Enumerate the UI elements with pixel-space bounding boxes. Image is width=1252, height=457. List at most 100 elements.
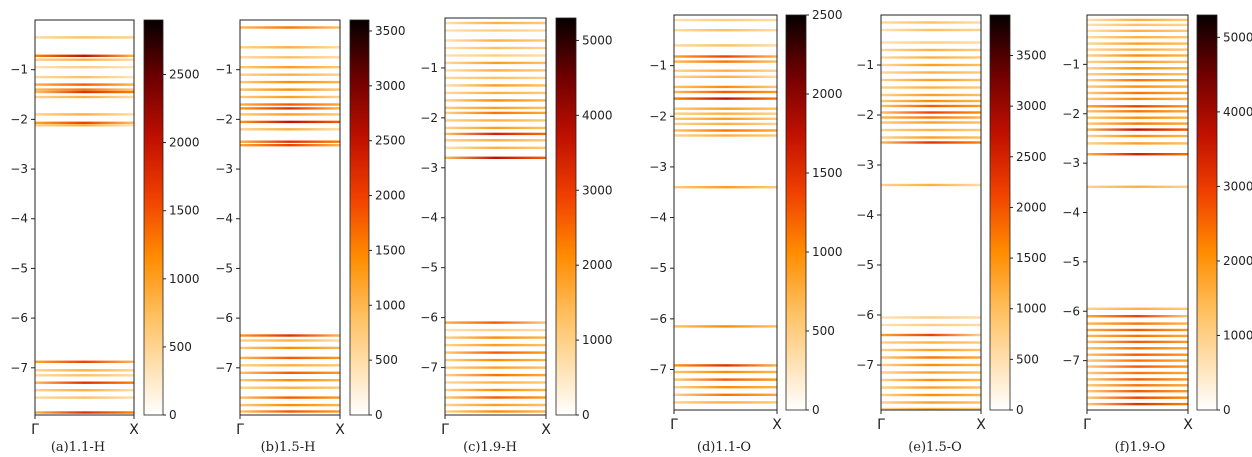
subplot-caption: (f)1.9-O: [1115, 440, 1166, 455]
colorbar: [785, 14, 807, 411]
subplot-caption: (d)1.1-O: [697, 440, 751, 455]
x-tick-label: X: [1183, 417, 1193, 433]
band: [674, 325, 777, 328]
colorbar-tick-label: 1000: [375, 298, 406, 312]
band: [1087, 48, 1188, 51]
y-tick-label: −6: [649, 312, 667, 326]
band: [35, 124, 134, 127]
band: [1087, 347, 1188, 350]
y-tick-label: −3: [649, 160, 667, 174]
band: [240, 80, 340, 84]
band: [35, 83, 134, 86]
y-tick-label: −3: [215, 162, 233, 176]
colorbar: [349, 19, 370, 416]
band: [445, 21, 546, 25]
colorbar-tick-label: 500: [375, 353, 398, 367]
band: [1087, 353, 1188, 356]
band: [445, 388, 546, 392]
colorbar-tick-label: 3000: [375, 79, 406, 93]
colorbar-tick-label: 4000: [582, 108, 613, 122]
band: [240, 103, 340, 106]
y-tick-label: −5: [1062, 255, 1080, 269]
band: [1087, 85, 1188, 88]
band: [1087, 359, 1188, 362]
band: [240, 386, 340, 389]
subplot-caption: (c)1.9-H: [463, 440, 517, 455]
band: [35, 396, 134, 399]
colorbar: [555, 17, 577, 416]
colorbar: [1196, 14, 1218, 411]
bands: [445, 21, 546, 413]
band: [881, 141, 981, 144]
band: [674, 129, 777, 132]
bands: [240, 26, 340, 413]
band: [35, 374, 134, 377]
band: [881, 371, 981, 374]
colorbar-tick-label: 2000: [1016, 200, 1047, 214]
band: [240, 356, 340, 360]
y-tick-label: −1: [856, 58, 874, 72]
colorbar-tick-label: 1500: [375, 243, 406, 257]
band: [881, 136, 981, 139]
colorbar-tick-label: 1000: [1016, 302, 1047, 316]
band: [1087, 36, 1188, 39]
band: [445, 61, 546, 65]
band: [881, 407, 981, 410]
colorbar-tick-label: 2000: [582, 258, 613, 272]
y-tick-label: −1: [10, 63, 28, 77]
band: [1087, 110, 1188, 113]
subplot-caption: (e)1.5-O: [908, 440, 962, 455]
band: [674, 370, 777, 374]
y-tick-label: −4: [1062, 206, 1080, 220]
y-tick-label: −7: [856, 358, 874, 372]
band: [445, 410, 546, 413]
band: [240, 73, 340, 76]
y-tick-label: −7: [215, 361, 233, 375]
x-tick-label: X: [772, 417, 782, 433]
subplot-4: −1 −2 −3 −4 −5 −6 −7 Γ X 0 500 1000 1500 2000 2500 (d)1…: [649, 8, 842, 455]
band: [445, 381, 546, 384]
colorbar-tick-label: 3500: [375, 24, 406, 38]
y-tick-label: −6: [10, 311, 28, 325]
colorbar-tick-label: 5000: [1223, 30, 1252, 44]
band: [35, 121, 134, 124]
band: [1087, 142, 1188, 145]
band: [881, 363, 981, 367]
band: [1087, 97, 1188, 101]
colorbar-tick-label: 2000: [812, 87, 843, 101]
colorbar-tick-label: 3000: [1016, 99, 1047, 113]
band: [35, 113, 134, 116]
subplot-1: −1 −2 −3 −4 −5 −6 −7 Γ X 0 500 1000 1500 2000 2500 (a)1…: [10, 19, 200, 455]
colorbar-tick-label: 0: [375, 408, 383, 422]
band: [881, 71, 981, 74]
band: [1087, 79, 1188, 82]
band: [35, 360, 134, 363]
colorbar-tick-label: 2000: [169, 136, 200, 150]
y-tick-label: −2: [10, 112, 28, 126]
plot-frame: [239, 19, 341, 416]
y-tick-label: −3: [1062, 156, 1080, 170]
band: [1087, 402, 1188, 406]
band: [1087, 384, 1188, 387]
x-tick-label: X: [541, 422, 551, 438]
band: [674, 401, 777, 404]
band: [240, 88, 340, 91]
band: [881, 356, 981, 359]
band: [445, 106, 546, 110]
band: [881, 86, 981, 89]
band: [674, 18, 777, 22]
y-tick-label: −5: [10, 261, 28, 275]
band: [445, 99, 546, 102]
y-tick-label: −6: [420, 311, 438, 325]
band: [881, 348, 981, 352]
band: [881, 78, 981, 82]
band: [881, 111, 981, 114]
y-tick-label: −3: [420, 161, 438, 175]
band: [445, 336, 546, 339]
band: [35, 411, 134, 414]
band: [240, 364, 340, 367]
band: [1087, 371, 1188, 375]
band: [240, 120, 340, 124]
band: [445, 84, 546, 87]
band: [881, 56, 981, 59]
